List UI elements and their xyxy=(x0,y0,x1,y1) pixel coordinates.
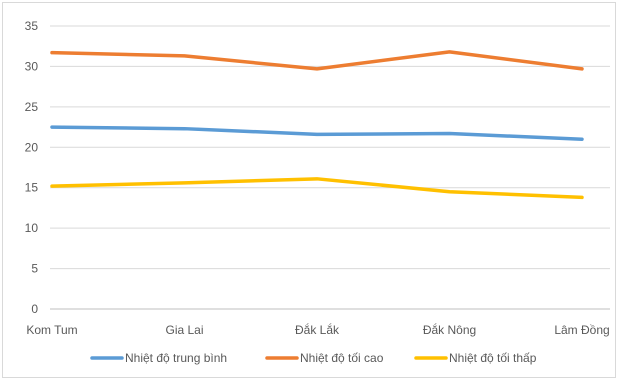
y-tick-label: 35 xyxy=(25,19,39,33)
chart-frame xyxy=(2,2,616,378)
series-line xyxy=(50,125,584,141)
x-tick-label: Lâm Đồng xyxy=(554,323,609,337)
x-tick-label: Kom Tum xyxy=(26,323,77,337)
legend-label: Nhiệt độ tối cao xyxy=(300,351,384,365)
x-axis-ticks: Kom Tum Gia Lai Đắk Lắk Đắk Nông Lâm Đồng xyxy=(26,322,609,337)
y-tick-label: 10 xyxy=(25,221,39,235)
series-lines xyxy=(50,50,584,200)
y-tick-label: 5 xyxy=(31,262,38,276)
gridlines xyxy=(50,25,610,310)
y-tick-label: 30 xyxy=(25,59,39,73)
x-tick-label: Đắk Nông xyxy=(423,322,476,337)
x-tick-label: Gia Lai xyxy=(165,323,203,337)
legend-label: Nhiệt độ tối thấp xyxy=(449,351,537,365)
series-line xyxy=(50,177,584,200)
series-line xyxy=(50,50,584,71)
x-tick-label: Đắk Lắk xyxy=(295,322,340,337)
y-tick-label: 25 xyxy=(25,100,39,114)
y-axis-ticks: 0 5 10 15 20 25 30 35 xyxy=(25,19,39,316)
legend-label: Nhiệt độ trung bình xyxy=(125,351,227,365)
legend: Nhiệt độ trung bình Nhiệt độ tối cao Nhiệt… xyxy=(90,351,537,365)
y-tick-label: 15 xyxy=(25,181,39,195)
y-tick-label: 0 xyxy=(31,302,38,316)
y-tick-label: 20 xyxy=(25,140,39,154)
